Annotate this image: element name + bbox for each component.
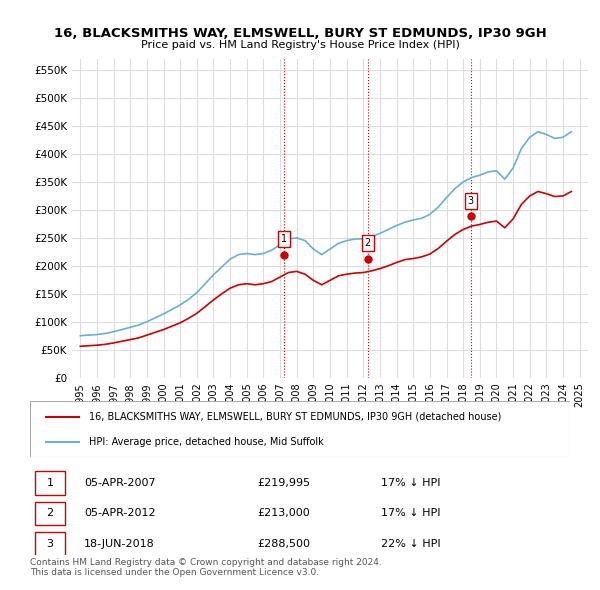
FancyBboxPatch shape — [35, 502, 65, 525]
Text: 05-APR-2007: 05-APR-2007 — [84, 478, 155, 489]
Text: 2: 2 — [46, 509, 53, 519]
Text: 3: 3 — [46, 539, 53, 549]
Text: £219,995: £219,995 — [257, 478, 310, 489]
Text: 3: 3 — [468, 196, 474, 206]
Text: 1: 1 — [281, 234, 287, 244]
Text: 17% ↓ HPI: 17% ↓ HPI — [381, 478, 440, 489]
Text: £288,500: £288,500 — [257, 539, 310, 549]
FancyBboxPatch shape — [30, 401, 570, 457]
FancyBboxPatch shape — [35, 532, 65, 556]
Text: 1: 1 — [46, 478, 53, 489]
Text: 16, BLACKSMITHS WAY, ELMSWELL, BURY ST EDMUNDS, IP30 9GH (detached house): 16, BLACKSMITHS WAY, ELMSWELL, BURY ST E… — [89, 412, 502, 422]
Text: £213,000: £213,000 — [257, 509, 310, 519]
Text: 17% ↓ HPI: 17% ↓ HPI — [381, 509, 440, 519]
Text: HPI: Average price, detached house, Mid Suffolk: HPI: Average price, detached house, Mid … — [89, 437, 324, 447]
Text: Contains HM Land Registry data © Crown copyright and database right 2024.
This d: Contains HM Land Registry data © Crown c… — [30, 558, 382, 577]
FancyBboxPatch shape — [35, 471, 65, 495]
Text: 2: 2 — [364, 238, 371, 248]
Text: Price paid vs. HM Land Registry's House Price Index (HPI): Price paid vs. HM Land Registry's House … — [140, 40, 460, 50]
Text: 22% ↓ HPI: 22% ↓ HPI — [381, 539, 440, 549]
Text: 05-APR-2012: 05-APR-2012 — [84, 509, 155, 519]
Text: 18-JUN-2018: 18-JUN-2018 — [84, 539, 155, 549]
Text: 16, BLACKSMITHS WAY, ELMSWELL, BURY ST EDMUNDS, IP30 9GH: 16, BLACKSMITHS WAY, ELMSWELL, BURY ST E… — [53, 27, 547, 40]
